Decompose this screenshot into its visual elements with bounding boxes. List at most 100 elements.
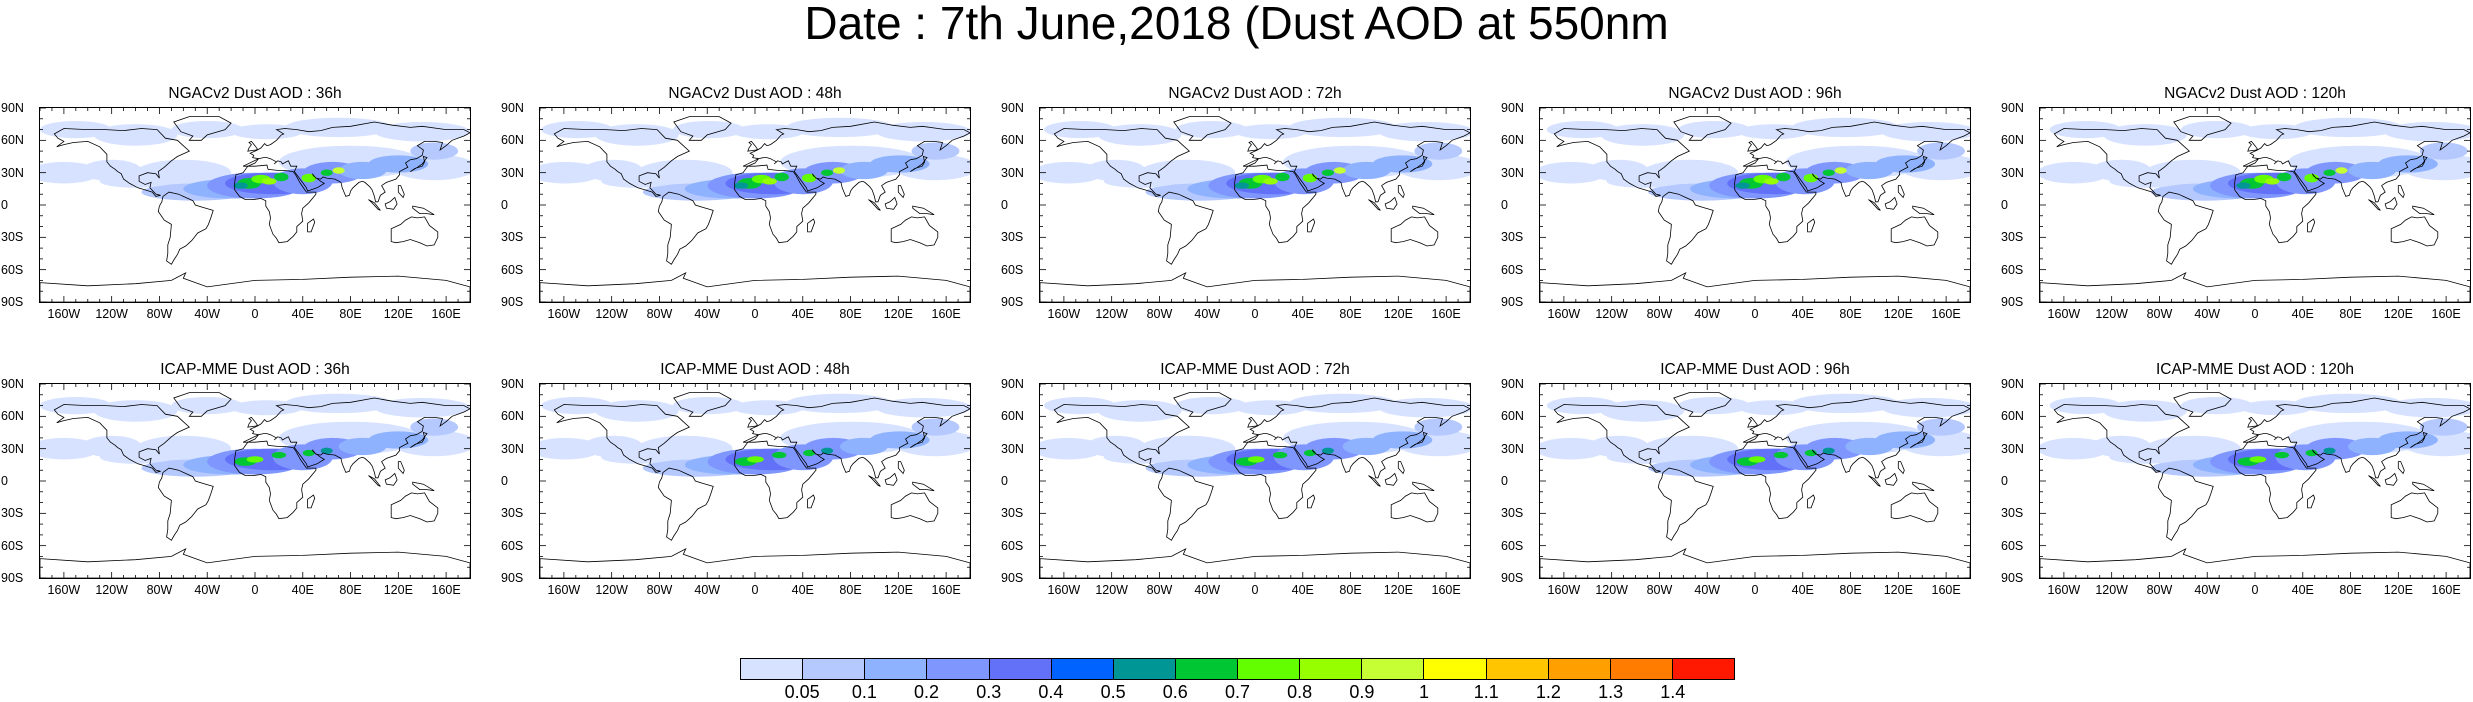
coastline bbox=[1173, 392, 1232, 417]
coastline bbox=[1157, 467, 1214, 541]
dust-field bbox=[1540, 117, 1970, 201]
lon-tick-label: 40E bbox=[1291, 307, 1314, 321]
coastline bbox=[657, 467, 714, 541]
dust-contour bbox=[1678, 121, 1750, 139]
lat-tick-label: 60N bbox=[1001, 133, 1024, 148]
coastline bbox=[747, 416, 758, 428]
dust-field bbox=[540, 117, 970, 201]
dust-contour bbox=[1600, 400, 1685, 422]
coastline bbox=[397, 185, 405, 199]
lon-tick-label: 160E bbox=[1931, 307, 1961, 321]
coastline bbox=[540, 272, 970, 302]
coastline bbox=[2157, 191, 2214, 265]
panel-title: ICAP-MME Dust AOD : 120h bbox=[2155, 361, 2355, 378]
dust-contour bbox=[2040, 161, 2110, 184]
dust-contour bbox=[786, 393, 894, 414]
coastlines bbox=[2040, 392, 2470, 578]
dust-contour bbox=[1175, 121, 1248, 139]
coastline bbox=[53, 404, 191, 473]
dust-contour bbox=[821, 447, 834, 454]
panel-title: NGACv2 Dust AOD : 48h bbox=[668, 85, 842, 102]
coastline bbox=[742, 397, 970, 479]
coastline bbox=[1897, 185, 1905, 199]
lon-tick-label: 120E bbox=[883, 307, 913, 321]
lat-tick-label: 60N bbox=[1501, 133, 1524, 148]
dust-contour bbox=[2236, 182, 2251, 189]
lon-tick-label: 0 bbox=[2251, 307, 2259, 321]
colorbar-box bbox=[1300, 659, 1363, 679]
lon-tick-label: 120E bbox=[883, 583, 913, 597]
dust-contour bbox=[595, 124, 679, 146]
lon-tick-label: 160W bbox=[547, 307, 581, 321]
coastline bbox=[390, 492, 439, 523]
lat-tick-label: 30S bbox=[2001, 230, 2024, 245]
lon-tick-label: 40E bbox=[1291, 583, 1314, 597]
dust-contour bbox=[875, 122, 970, 142]
coastline bbox=[1242, 397, 1470, 479]
dust-contour bbox=[2240, 400, 2313, 416]
axis-ticks bbox=[1540, 108, 1970, 302]
axis-ticks bbox=[2040, 384, 2470, 578]
lat-tick-label: 90N bbox=[501, 377, 524, 391]
lon-tick-label: 40W bbox=[194, 307, 221, 321]
coastline bbox=[884, 472, 898, 486]
coastline bbox=[307, 494, 316, 509]
coastline bbox=[412, 481, 435, 492]
coastline bbox=[1868, 199, 1881, 211]
lat-tick-label: 90S bbox=[2001, 571, 2024, 585]
dust-contour bbox=[2419, 418, 2468, 436]
lat-tick-label: 90S bbox=[501, 295, 524, 309]
dust-contour bbox=[302, 449, 315, 457]
coastline bbox=[1553, 128, 1691, 197]
map-panel: NGACv2 Dust AOD : 120h 90N 60N 30N 0 30S 60S 90… bbox=[2001, 86, 2473, 322]
dust-contour bbox=[410, 142, 459, 160]
coastline bbox=[1397, 461, 1405, 475]
colorbar-label: 0.7 bbox=[1224, 682, 1251, 702]
coastline bbox=[1734, 164, 1817, 244]
lon-tick-label: 160E bbox=[431, 583, 461, 597]
dust-contour bbox=[2181, 397, 2253, 415]
lon-tick-label: 120E bbox=[1383, 307, 1413, 321]
coastlines bbox=[1540, 392, 1970, 578]
dust-contour bbox=[762, 178, 777, 185]
lon-tick-label: 120W bbox=[1595, 583, 1628, 597]
coastline bbox=[397, 461, 405, 475]
lat-tick-label: 60S bbox=[1501, 538, 1524, 553]
colorbar-box bbox=[1113, 659, 1176, 679]
dust-contour bbox=[1272, 451, 1288, 459]
coastline bbox=[2390, 216, 2439, 247]
lon-tick-label: 120W bbox=[1595, 307, 1628, 321]
dust-aod-map bbox=[40, 108, 470, 302]
axis-ticks bbox=[40, 108, 470, 302]
lon-tick-label: 40E bbox=[2291, 307, 2314, 321]
dust-contour bbox=[747, 456, 764, 463]
lon-tick-label: 160W bbox=[1547, 307, 1581, 321]
lon-tick-label: 0 bbox=[751, 583, 759, 597]
lon-tick-label: 120W bbox=[2095, 583, 2128, 597]
coastline bbox=[734, 164, 817, 244]
coastline bbox=[890, 216, 939, 247]
coastline bbox=[742, 121, 970, 203]
coastline bbox=[2384, 472, 2398, 486]
lat-tick-label: 0 bbox=[1001, 198, 1008, 212]
coastline bbox=[1247, 140, 1258, 152]
lon-tick-label: 160W bbox=[1047, 307, 1081, 321]
lat-tick-label: 30N bbox=[1, 165, 24, 180]
lon-tick-label: 80W bbox=[2146, 583, 2173, 597]
lat-tick-label: 0 bbox=[1501, 198, 1508, 212]
dust-aod-map bbox=[1540, 384, 1970, 578]
coastline bbox=[410, 155, 428, 172]
dust-contour bbox=[262, 178, 277, 185]
colorbar-box bbox=[1175, 659, 1238, 679]
lon-tick-label: 80W bbox=[1146, 583, 1173, 597]
lat-tick-label: 0 bbox=[1, 198, 8, 212]
colorbar-label: 1 bbox=[1419, 682, 1430, 702]
coastline bbox=[807, 494, 816, 509]
lon-tick-label: 80W bbox=[1646, 583, 1673, 597]
dust-contour bbox=[1917, 418, 1965, 436]
coastline bbox=[157, 191, 214, 265]
lon-tick-label: 160E bbox=[931, 583, 961, 597]
lon-tick-label: 40E bbox=[1791, 583, 1814, 597]
coastline bbox=[2368, 199, 2381, 211]
coastline bbox=[53, 128, 191, 197]
